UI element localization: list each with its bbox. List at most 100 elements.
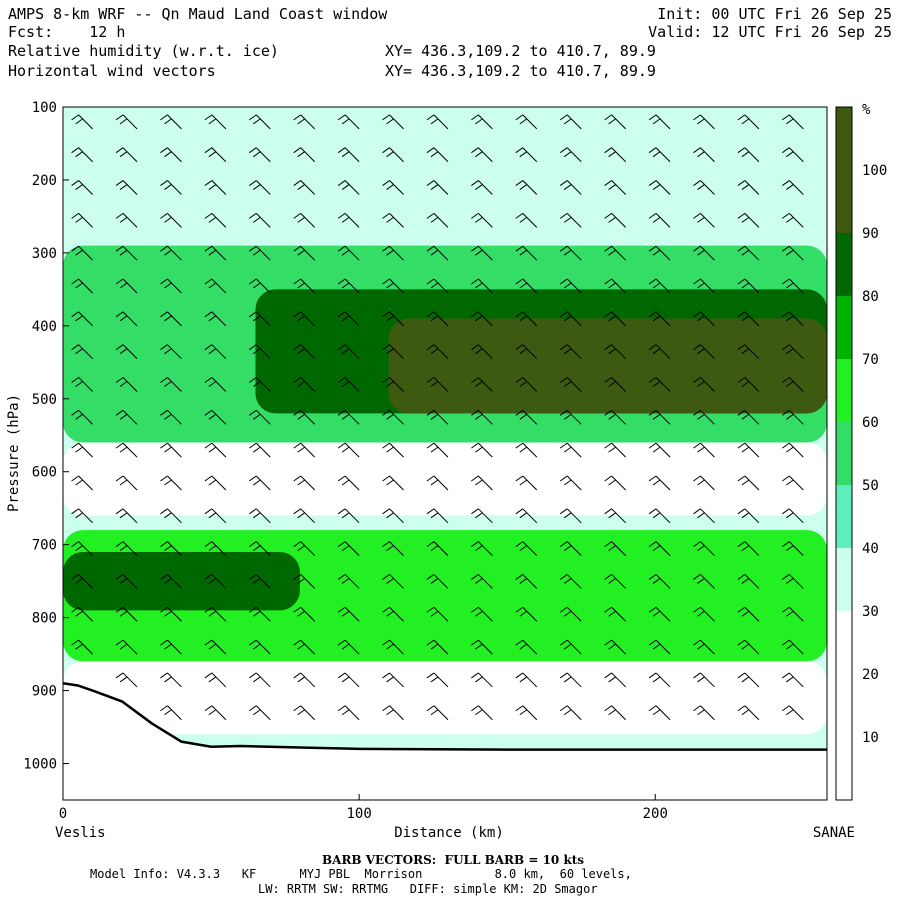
wind-barb xyxy=(71,344,93,360)
wind-barb xyxy=(115,508,138,524)
colorbar-label: 60 xyxy=(862,415,879,431)
y-tick-label: 300 xyxy=(32,246,57,262)
wind-barb xyxy=(204,245,227,261)
wind-barb xyxy=(248,278,271,294)
right-endpoint-label: SANAE xyxy=(813,825,855,841)
barb-note: BARB VECTORS: FULL BARB = 10 kts xyxy=(322,853,585,867)
wind-barb xyxy=(293,606,316,622)
wind-barb xyxy=(604,278,626,294)
y-tick-label: 600 xyxy=(32,465,57,481)
left-endpoint-label: Veslis xyxy=(55,825,106,841)
wind-barb xyxy=(471,147,493,163)
wind-barb xyxy=(382,541,404,556)
wind-barb xyxy=(515,377,538,392)
wind-barb xyxy=(471,639,493,655)
wind-barb xyxy=(293,639,316,655)
wind-barb xyxy=(115,245,138,261)
wind-barb xyxy=(382,672,404,688)
wind-barb xyxy=(71,147,93,163)
y-tick-label: 800 xyxy=(32,611,57,627)
wind-barb xyxy=(337,606,360,622)
y-axis-label: Pressure (hPa) xyxy=(6,394,22,512)
wind-barb xyxy=(604,147,626,163)
wind-barb xyxy=(337,245,360,261)
wind-barb xyxy=(648,278,671,294)
wind-barb xyxy=(604,409,626,425)
colorbar-bin xyxy=(836,674,852,737)
wind-barb xyxy=(604,672,626,688)
wind-barb xyxy=(204,541,227,556)
wind-barb xyxy=(426,705,449,721)
wind-barb xyxy=(559,311,582,327)
wind-barb xyxy=(604,475,626,491)
wind-barb xyxy=(604,541,626,556)
wind-barb xyxy=(693,705,715,721)
wind-barb xyxy=(204,705,227,721)
colorbar-label: 80 xyxy=(862,289,879,305)
wind-barb xyxy=(782,639,804,655)
wind-barb xyxy=(115,475,138,491)
wind-barb xyxy=(648,541,671,556)
wind-barb xyxy=(604,639,626,655)
wind-barb xyxy=(559,541,582,556)
wind-barb xyxy=(559,245,582,261)
wind-barb xyxy=(604,574,626,589)
colorbar-bin xyxy=(836,737,852,800)
wind-barb xyxy=(648,147,671,163)
wind-barb xyxy=(604,114,626,130)
wind-barb xyxy=(337,278,360,294)
wind-barb xyxy=(559,574,582,589)
wind-barb xyxy=(782,606,804,622)
model-info: Model Info: V4.3.3 KF MYJ PBL Morrison 8… xyxy=(90,867,632,881)
wind-barb xyxy=(382,180,404,195)
wind-barb xyxy=(559,377,582,392)
wind-barb xyxy=(693,639,715,655)
wind-barb xyxy=(71,114,93,130)
wind-barb xyxy=(693,311,715,327)
wind-barb xyxy=(515,508,538,524)
wind-barb xyxy=(293,311,316,327)
wind-barb xyxy=(293,574,316,589)
wind-barb xyxy=(248,541,271,556)
wind-barb xyxy=(248,409,271,425)
wind-barb xyxy=(559,344,582,360)
wind-barb xyxy=(559,442,582,458)
wind-barb xyxy=(204,574,227,589)
wind-barb xyxy=(471,180,493,195)
wind-barb xyxy=(471,377,493,392)
wind-barb xyxy=(559,180,582,195)
colorbar-label: 90 xyxy=(862,226,879,242)
wind-barb xyxy=(426,442,449,458)
wind-barb xyxy=(693,180,715,195)
wind-barb xyxy=(648,377,671,392)
field-name: Relative humidity (w.r.t. ice) xyxy=(8,42,279,60)
wind-barb xyxy=(115,212,138,228)
wind-barb xyxy=(693,377,715,392)
wind-barb xyxy=(204,475,227,491)
wind-barb xyxy=(471,508,493,524)
wind-barb xyxy=(426,245,449,261)
wind-barb xyxy=(693,541,715,556)
wind-barb xyxy=(382,212,404,228)
wind-barb xyxy=(160,672,182,688)
wind-barb xyxy=(382,705,404,721)
wind-barb xyxy=(160,508,182,524)
wind-barb xyxy=(648,672,671,688)
wind-barb xyxy=(160,541,182,556)
colorbar-bin xyxy=(836,296,852,359)
wind-barb xyxy=(71,574,93,589)
wind-barb xyxy=(693,508,715,524)
wind-barb xyxy=(71,541,93,556)
wind-barb xyxy=(71,442,93,458)
wind-barb xyxy=(471,442,493,458)
wind-barb xyxy=(648,508,671,524)
wind-barb xyxy=(471,475,493,491)
wind-barb xyxy=(737,639,760,655)
valid-time: Valid: 12 UTC Fri 26 Sep 25 xyxy=(648,23,892,41)
wind-barb xyxy=(337,508,360,524)
wind-barb xyxy=(293,475,316,491)
wind-barb xyxy=(782,245,804,261)
wind-barb xyxy=(515,705,538,721)
wind-barb xyxy=(293,377,316,392)
wind-barb xyxy=(471,705,493,721)
